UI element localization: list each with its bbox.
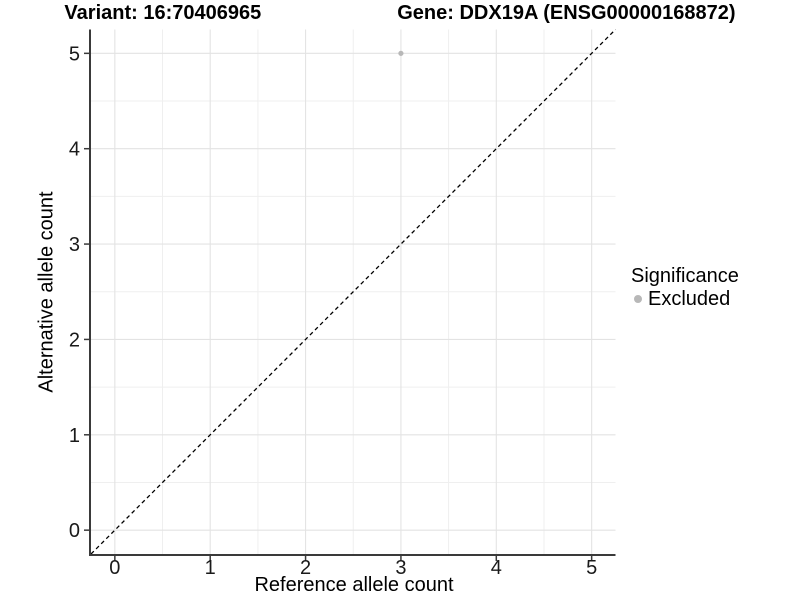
svg-text:2: 2 [300, 557, 311, 579]
y-axis-label: Alternative allele count [35, 191, 58, 393]
svg-text:1: 1 [205, 557, 216, 579]
legend: Significance Excluded [631, 264, 739, 310]
x-axis-label: Reference allele count [254, 574, 454, 596]
title-variant: Variant: 16:70406965 [64, 2, 262, 24]
svg-text:5: 5 [586, 557, 597, 579]
title-gene: Gene: DDX19A (ENSG00000168872) [397, 2, 736, 24]
legend-item-label: Excluded [648, 288, 731, 310]
svg-text:0: 0 [69, 520, 80, 542]
svg-text:5: 5 [69, 43, 80, 65]
svg-text:1: 1 [69, 425, 80, 447]
svg-text:2: 2 [69, 329, 80, 351]
plot-title: Variant: 16:70406965 Gene: DDX19A (ENSG0… [0, 2, 800, 25]
legend-key-dot-icon [634, 295, 642, 303]
svg-text:4: 4 [491, 557, 502, 579]
legend-item-excluded: Excluded [631, 288, 739, 310]
legend-title: Significance [631, 265, 739, 287]
svg-text:3: 3 [69, 234, 80, 256]
svg-text:4: 4 [69, 139, 80, 161]
svg-text:3: 3 [395, 557, 406, 579]
svg-text:0: 0 [109, 557, 120, 579]
